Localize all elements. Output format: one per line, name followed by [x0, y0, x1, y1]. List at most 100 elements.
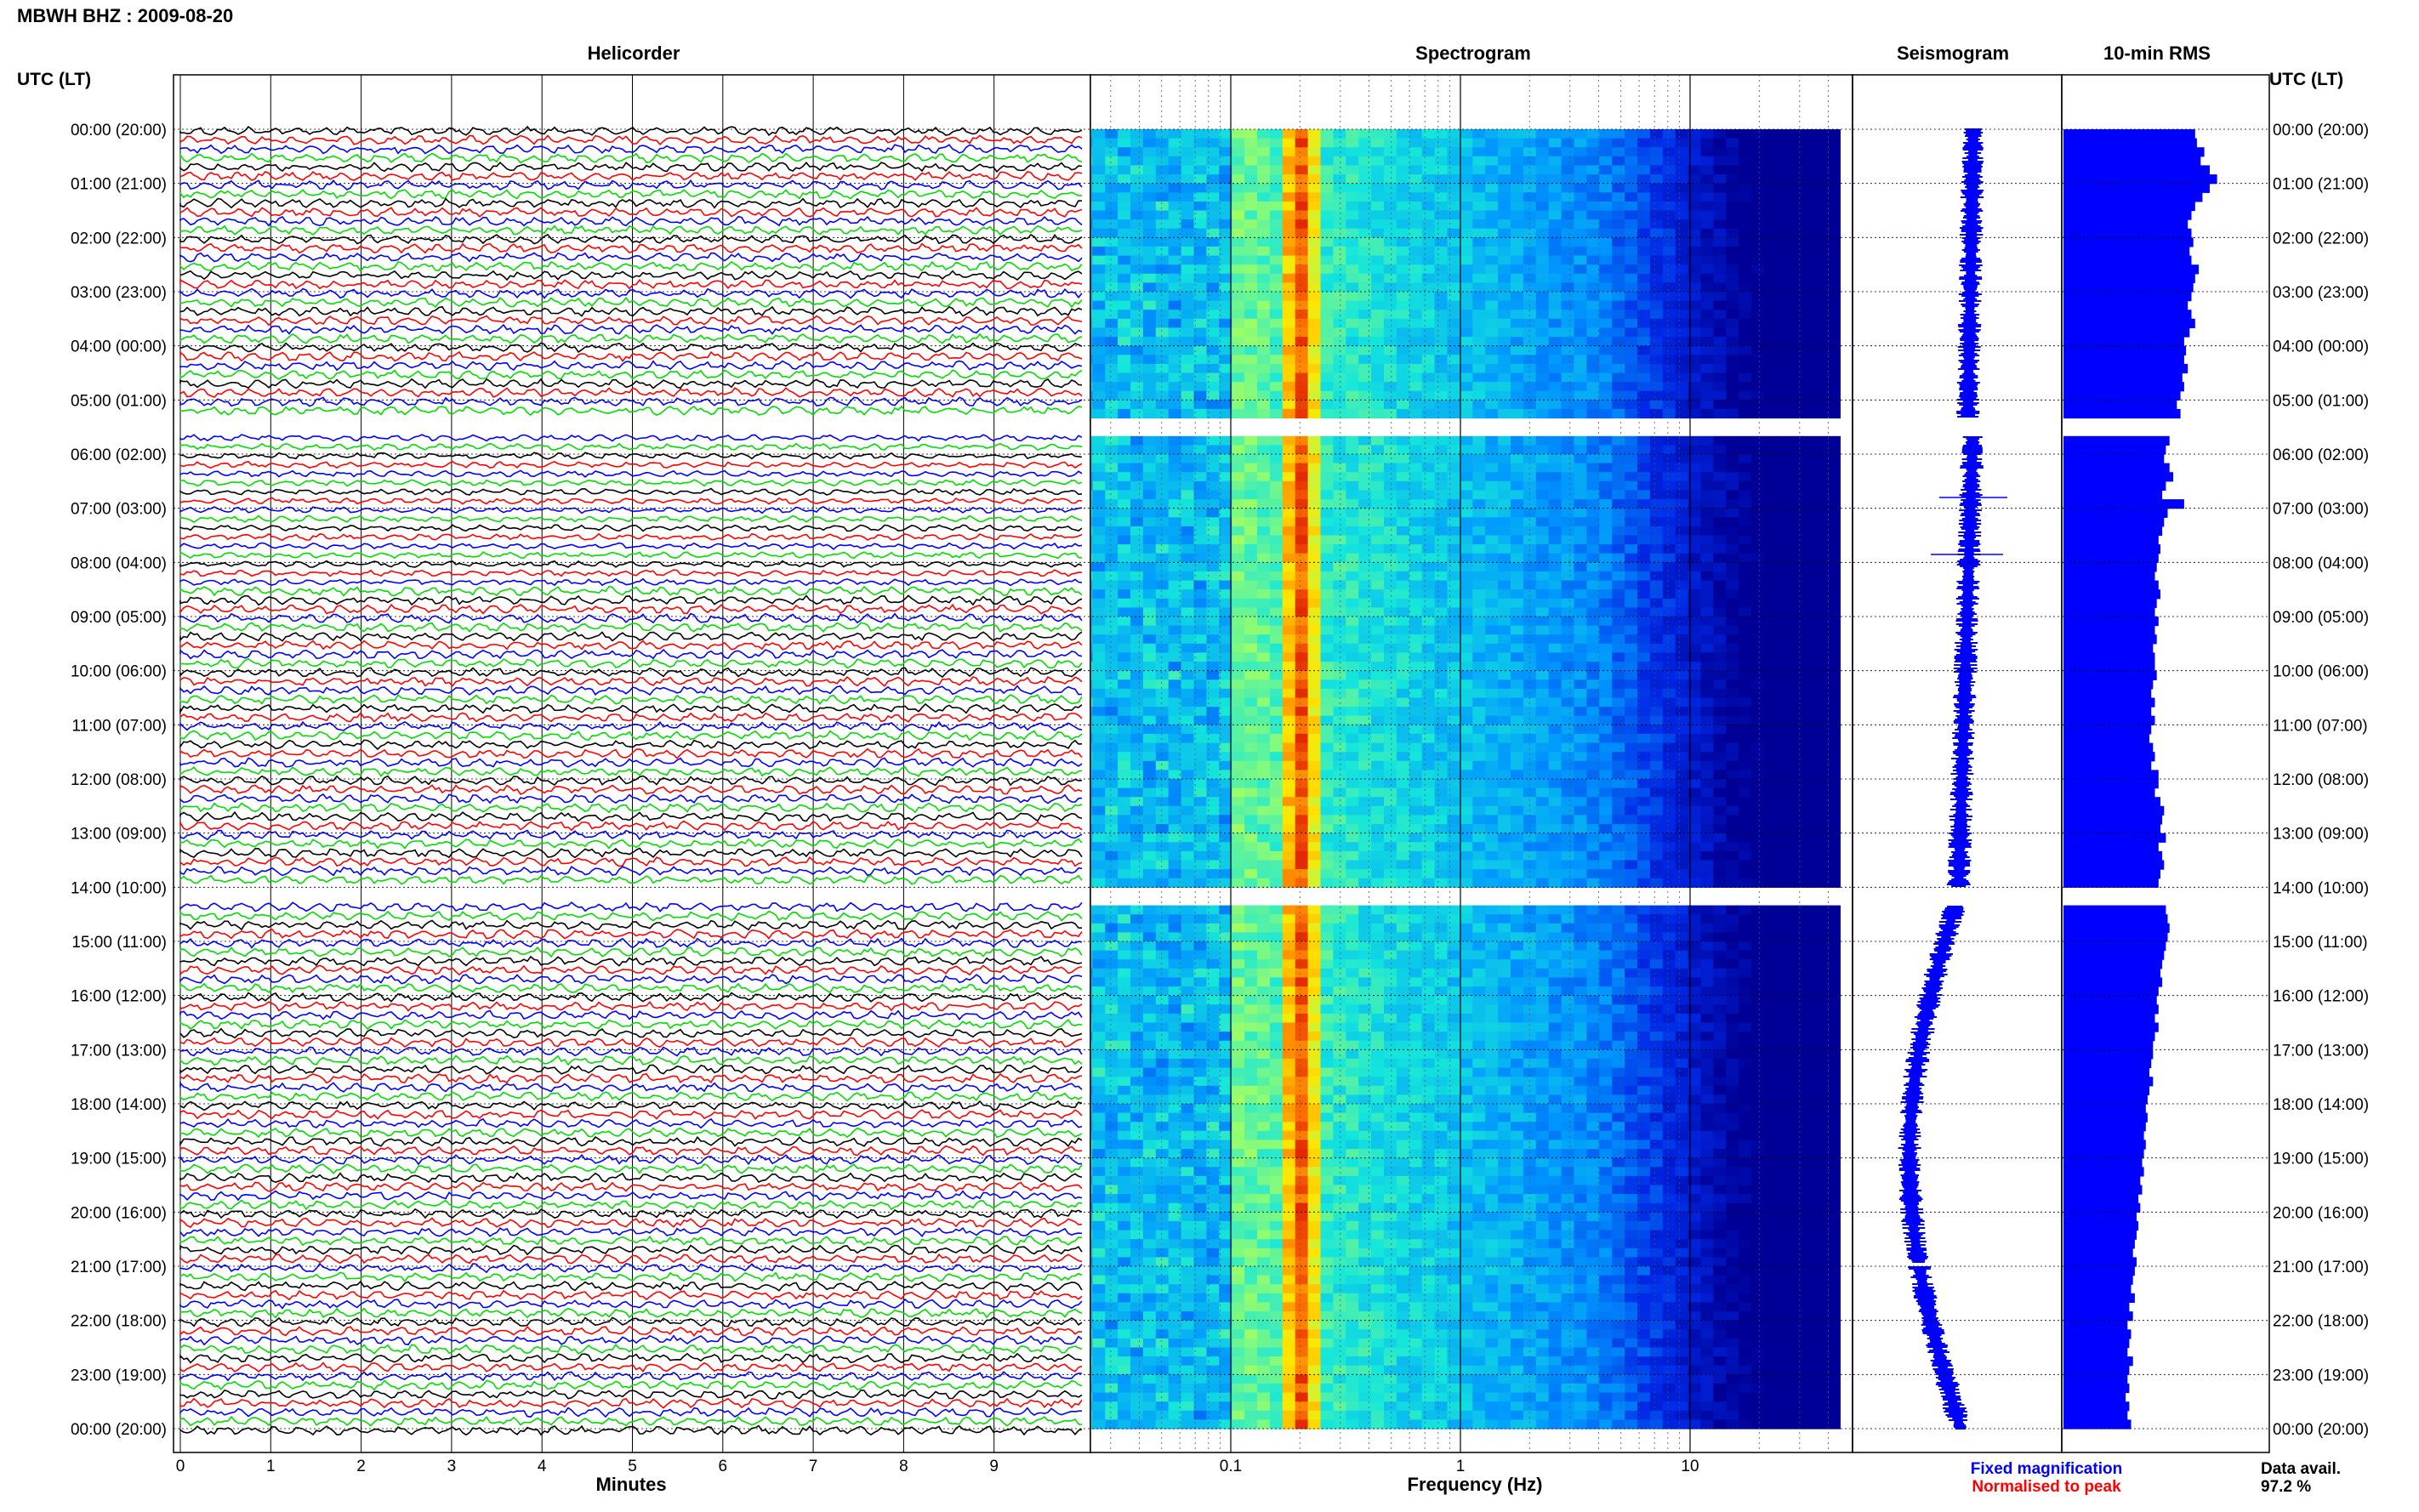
- spectrogram-cell: [1637, 463, 1651, 473]
- spectrogram-cell: [1232, 517, 1245, 527]
- spectrogram-cell: [1155, 255, 1170, 265]
- spectrogram-cell: [1460, 192, 1473, 202]
- spectrogram-cell: [1751, 327, 1765, 338]
- spectrogram-cell: [1269, 517, 1283, 527]
- spectrogram-cell: [1460, 463, 1473, 473]
- spectrogram-cell: [1789, 480, 1803, 491]
- spectrogram-cell: [1307, 445, 1322, 455]
- spectrogram-cell: [1460, 625, 1473, 635]
- spectrogram-cell: [1168, 138, 1182, 148]
- spectrogram-cell: [1358, 327, 1372, 338]
- spectrogram-cell: [1637, 617, 1651, 627]
- spectrogram-cell: [1118, 408, 1131, 419]
- spectrogram-cell: [1181, 571, 1195, 582]
- spectrogram-cell: [1700, 372, 1714, 383]
- spectrogram-cell: [1307, 246, 1322, 257]
- spectrogram-cell: [1713, 815, 1727, 825]
- spectrogram-cell: [1739, 725, 1752, 735]
- spectrogram-cell: [1688, 435, 1702, 446]
- spectrogram-cell: [1485, 345, 1499, 355]
- spectrogram-cell: [1776, 860, 1790, 870]
- spectrogram-cell: [1092, 860, 1106, 870]
- spectrogram-cell: [1142, 562, 1157, 572]
- spectrogram-cell: [1675, 454, 1689, 464]
- spectrogram-cell: [1295, 292, 1309, 302]
- spectrogram-cell: [1206, 742, 1220, 753]
- spectrogram-cell: [1384, 544, 1397, 554]
- spectrogram-cell: [1232, 643, 1245, 653]
- spectrogram-cell: [1105, 408, 1118, 419]
- spectrogram-cell: [1688, 634, 1702, 645]
- spectrogram-cell: [1776, 688, 1790, 699]
- spectrogram-cell: [1637, 480, 1651, 491]
- spectrogram-cell: [1320, 842, 1334, 852]
- spectrogram-cell: [1193, 463, 1207, 473]
- spectrogram-cell: [1764, 670, 1778, 680]
- spectrogram-cell: [1498, 652, 1511, 662]
- spectrogram-cell: [1295, 237, 1309, 247]
- spectrogram-cell: [1574, 327, 1587, 338]
- spectrogram-cell: [1675, 625, 1689, 635]
- spectrogram-cell: [1612, 662, 1625, 672]
- spectrogram-cell: [1751, 643, 1765, 653]
- spectrogram-cell: [1625, 571, 1638, 582]
- spectrogram-cell: [1751, 617, 1765, 627]
- spectrogram-cell: [1155, 869, 1170, 879]
- spectrogram-cell: [1193, 833, 1207, 843]
- spectrogram-cell: [1358, 355, 1372, 365]
- spectrogram-cell: [1371, 400, 1385, 410]
- spectrogram-cell: [1625, 337, 1638, 347]
- helicorder-trace: [179, 1226, 1083, 1237]
- spectrogram-cell: [1700, 382, 1714, 392]
- spectrogram-cell: [1181, 345, 1195, 355]
- spectrogram-cell: [1827, 183, 1841, 193]
- spectrogram-cell: [1181, 625, 1195, 635]
- spectrogram-cell: [1105, 679, 1118, 690]
- spectrogram-cell: [1751, 670, 1765, 680]
- spectrogram-cell: [1155, 860, 1170, 870]
- spectrogram-cell: [1396, 715, 1410, 725]
- spectrogram-cell: [1814, 544, 1829, 554]
- spectrogram-cell: [1789, 580, 1803, 590]
- spectrogram-cell: [1599, 643, 1613, 653]
- spectrogram-cell: [1739, 508, 1752, 518]
- spectrogram-cell: [1535, 670, 1550, 680]
- spectrogram-cell: [1801, 580, 1816, 590]
- spectrogram-cell: [1814, 842, 1829, 852]
- spectrogram-cell: [1320, 850, 1334, 861]
- spectrogram-cell: [1295, 860, 1309, 870]
- spectrogram-cell: [1612, 634, 1625, 645]
- spectrogram-cell: [1511, 860, 1524, 870]
- spectrogram-cell: [1814, 472, 1829, 482]
- spectrogram-cell: [1662, 165, 1676, 175]
- helicorder-trace: [179, 305, 1083, 317]
- spectrogram-cell: [1282, 210, 1296, 220]
- spectrogram-cell: [1801, 183, 1816, 193]
- spectrogram-cell: [1751, 697, 1765, 708]
- spectrogram-cell: [1599, 273, 1613, 283]
- spectrogram-cell: [1105, 725, 1118, 735]
- spectrogram-cell: [1320, 264, 1334, 275]
- spectrogram-cell: [1460, 679, 1473, 690]
- spectrogram-cell: [1130, 544, 1144, 554]
- spectrogram-cell: [1662, 598, 1676, 608]
- spectrogram-cell: [1091, 372, 1093, 383]
- spectrogram-cell: [1206, 607, 1220, 617]
- spectrogram-cell: [1282, 310, 1296, 320]
- spectrogram-cell: [1485, 643, 1499, 653]
- spectrogram-cell: [1384, 490, 1397, 500]
- spectrogram-cell: [1346, 372, 1359, 383]
- spectrogram-cell: [1789, 787, 1803, 798]
- spectrogram-cell: [1181, 408, 1195, 419]
- spectrogram-cell: [1092, 733, 1106, 744]
- spectrogram-cell: [1358, 463, 1372, 473]
- spectrogram-cell: [1574, 345, 1587, 355]
- spectrogram-cell: [1206, 697, 1220, 708]
- spectrogram-cell: [1206, 634, 1220, 645]
- spectrogram-cell: [1409, 860, 1423, 870]
- spectrogram-cell: [1307, 688, 1322, 699]
- spectrogram-cell: [1142, 237, 1157, 247]
- spectrogram-cell: [1092, 372, 1106, 383]
- spectrogram-cell: [1688, 318, 1702, 328]
- spectrogram-cell: [1726, 652, 1739, 662]
